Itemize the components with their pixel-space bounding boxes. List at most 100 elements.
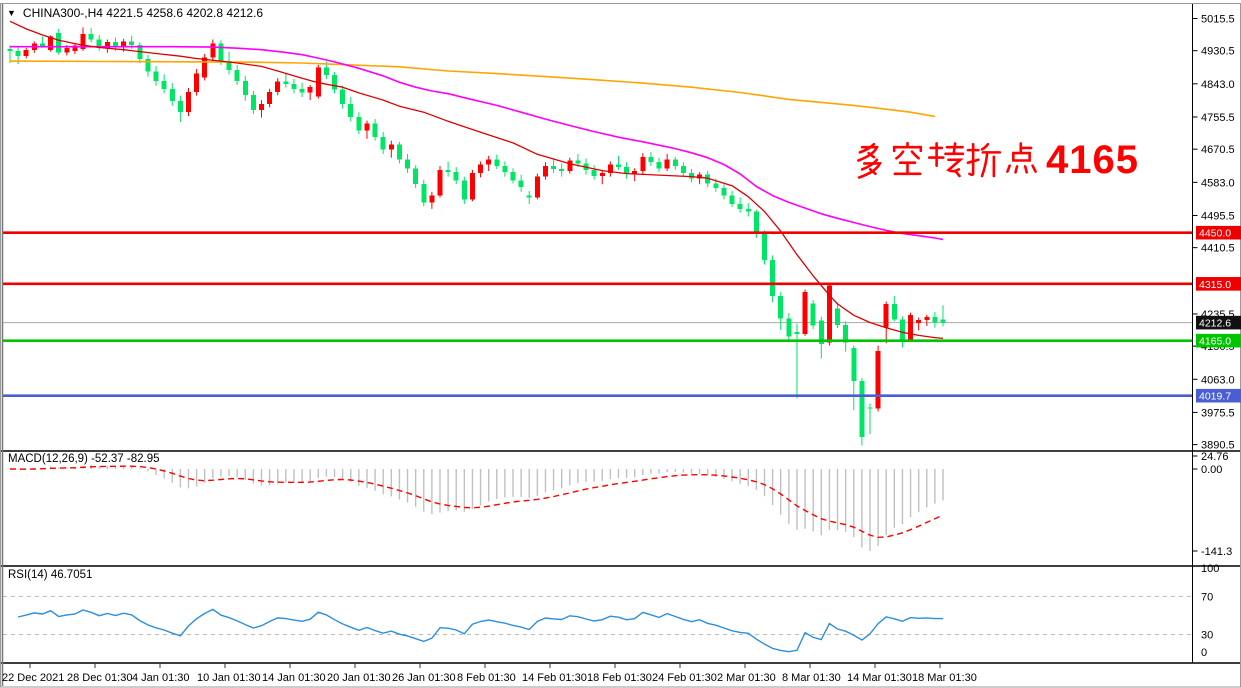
candle-body — [340, 89, 346, 104]
candle-body — [486, 159, 492, 165]
candle-body — [429, 195, 435, 203]
time-axis-label: 18 Mar 01:30 — [912, 672, 977, 684]
candle-body — [916, 320, 922, 324]
candle-body — [924, 317, 930, 321]
candle-body — [567, 160, 573, 171]
candle-body — [859, 381, 865, 438]
time-axis-label: 20 Jan 01:30 — [327, 672, 391, 684]
candle-body — [315, 67, 321, 97]
rsi-axis-label: 70 — [1201, 592, 1213, 604]
candle-body — [413, 168, 419, 185]
price-axis-label: 4843.0 — [1201, 79, 1235, 91]
chart-header: ▼ CHINA300-,H4 4221.5 4258.6 4202.8 4212… — [7, 6, 263, 20]
candle-body — [267, 92, 273, 104]
cjk-glyph-zhuan — [927, 141, 964, 177]
macd-indicator-label: MACD(12,26,9) -52.37 -82.95 — [8, 453, 160, 465]
candle-body — [648, 156, 654, 163]
time-axis-label: 26 Jan 01:30 — [392, 672, 456, 684]
candle-body — [843, 325, 849, 343]
macd-axis-label: 24.76 — [1201, 451, 1229, 463]
candle-body — [502, 166, 508, 173]
price-axis-label: 4063.0 — [1201, 374, 1235, 386]
candle-body — [380, 136, 386, 150]
candle-body — [104, 42, 110, 48]
candle-body — [169, 88, 175, 101]
candle-body — [275, 81, 281, 93]
candle-body — [80, 33, 86, 49]
time-axis-label: 24 Feb 01:30 — [652, 672, 717, 684]
candle-body — [396, 144, 402, 160]
candle-body — [234, 69, 240, 81]
level-4165.0-badge — [1196, 333, 1241, 348]
candle-body — [356, 116, 362, 131]
candle-body — [194, 73, 200, 92]
candle-body — [656, 162, 662, 169]
time-axis-label: 18 Feb 01:30 — [587, 672, 652, 684]
candle-body — [323, 67, 329, 76]
candle-body — [753, 211, 759, 234]
candle-body — [867, 407, 873, 409]
candle-body — [437, 169, 443, 196]
candle-body — [226, 61, 232, 70]
candle-body — [542, 166, 548, 177]
candle-body — [705, 174, 711, 184]
candle-body — [145, 59, 151, 72]
candle-body — [96, 39, 102, 48]
candle-body — [250, 95, 256, 110]
rsi-axis-label: 30 — [1201, 630, 1213, 642]
rsi-axis-label: 0 — [1201, 647, 1207, 659]
time-axis-label: 14 Jan 01:30 — [262, 672, 326, 684]
candle-body — [534, 176, 540, 198]
candle-body — [624, 167, 630, 174]
candle-body — [283, 81, 289, 84]
candle-body — [129, 41, 135, 46]
candle-body — [737, 203, 743, 209]
macd-axis-label: 0.00 — [1201, 464, 1222, 476]
candle-body — [185, 91, 191, 113]
candle-body — [640, 156, 646, 171]
candle-body — [461, 180, 467, 200]
candle-body — [632, 170, 638, 174]
candle-body — [883, 303, 889, 328]
candle-body — [794, 331, 800, 334]
time-axis-label: 8 Mar 01:30 — [782, 672, 841, 684]
candlestick-series — [7, 27, 946, 446]
candle-body — [364, 123, 370, 131]
level-4165.0-badge-label: 4165.0 — [1199, 336, 1231, 348]
price-axis-label: 3890.5 — [1201, 440, 1235, 452]
ma-mid-line — [10, 45, 944, 241]
candle-body — [697, 174, 703, 179]
candle-body — [510, 172, 516, 181]
cjk-glyph-zhe — [966, 142, 1002, 177]
candle-body — [778, 295, 784, 319]
candle-body — [762, 233, 768, 260]
candle-body — [112, 42, 118, 48]
candle-body — [826, 285, 832, 343]
price-axis-label: 4755.5 — [1201, 112, 1235, 124]
candle-body — [121, 41, 127, 48]
candle-body — [729, 195, 735, 204]
candle-body — [421, 184, 427, 203]
time-axis-label: 4 Jan 01:30 — [132, 672, 190, 684]
candle-body — [64, 47, 70, 53]
candle-body — [56, 33, 62, 53]
time-axis-label: 14 Feb 01:30 — [522, 672, 587, 684]
candle-body — [307, 87, 313, 93]
candle-body — [802, 292, 808, 334]
symbol-dropdown-icon[interactable]: ▼ — [7, 7, 16, 18]
level-4450.0-badge — [1196, 225, 1241, 240]
cjk-glyph-duo — [857, 142, 882, 179]
level-4315.0-badge-label: 4315.0 — [1199, 279, 1231, 291]
candle-body — [770, 259, 776, 296]
current-price-badge-label: 4212.6 — [1199, 318, 1231, 330]
candle-body — [713, 183, 719, 189]
candle-body — [615, 164, 621, 168]
candle-body — [15, 50, 21, 56]
candle-body — [591, 169, 597, 176]
chart-title: CHINA300-,H4 4221.5 4258.6 4202.8 4212.6 — [22, 6, 264, 20]
candle-body — [48, 36, 54, 51]
candle-body — [932, 317, 938, 323]
candle-body — [7, 48, 13, 51]
